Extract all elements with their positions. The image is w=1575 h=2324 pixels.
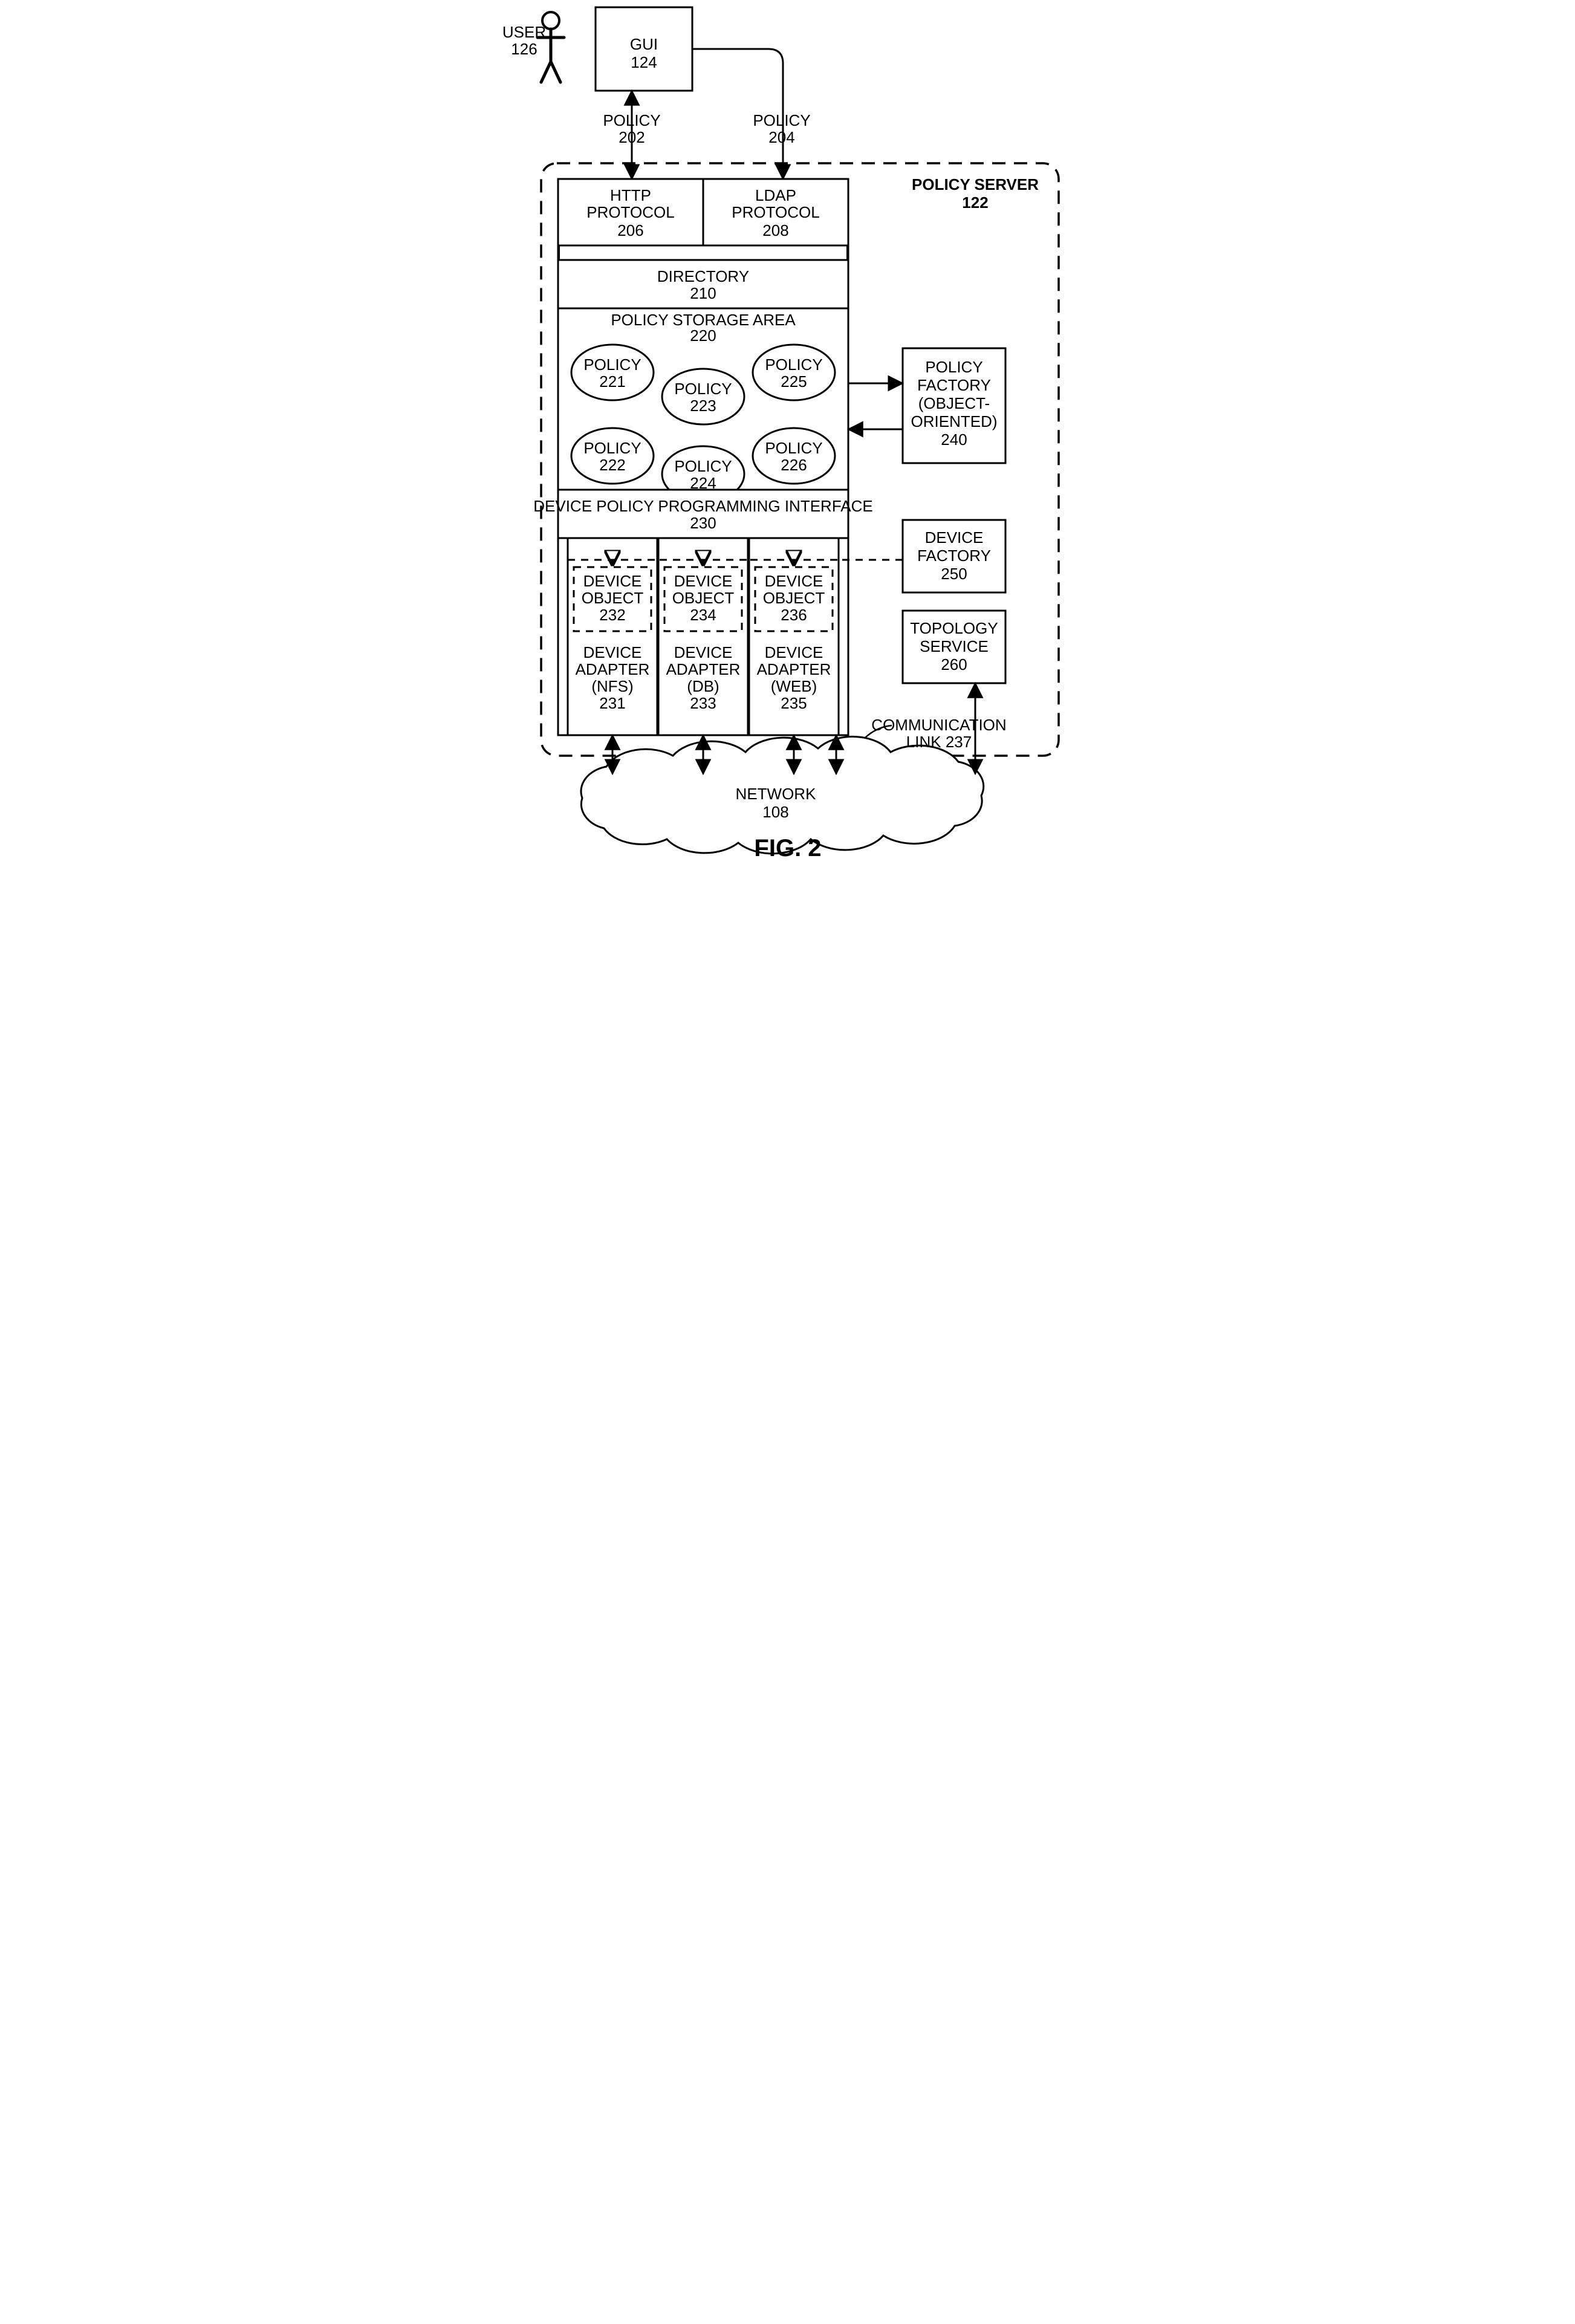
svg-text:POLICY: POLICY — [925, 358, 982, 376]
svg-text:LINK 237: LINK 237 — [906, 733, 971, 751]
svg-text:225: 225 — [781, 372, 807, 391]
svg-text:DEVICE: DEVICE — [764, 643, 823, 661]
svg-text:OBJECT: OBJECT — [581, 589, 643, 607]
svg-text:FIG. 2: FIG. 2 — [754, 835, 821, 862]
svg-text:260: 260 — [941, 655, 967, 674]
svg-text:233: 233 — [690, 694, 716, 712]
svg-text:(DB): (DB) — [687, 677, 719, 695]
svg-text:POLICY SERVER: POLICY SERVER — [912, 175, 1039, 193]
svg-text:TOPOLOGY: TOPOLOGY — [910, 619, 998, 637]
user-label: USER — [502, 23, 545, 41]
svg-text:OBJECT: OBJECT — [672, 589, 734, 607]
svg-text:208: 208 — [762, 221, 788, 239]
svg-text:DEVICE: DEVICE — [674, 643, 732, 661]
svg-text:DIRECTORY: DIRECTORY — [657, 267, 749, 285]
svg-text:POLICY: POLICY — [603, 111, 660, 129]
svg-text:LDAP: LDAP — [755, 186, 796, 204]
svg-text:126: 126 — [511, 40, 537, 58]
svg-text:DEVICE: DEVICE — [583, 572, 641, 590]
svg-text:PROTOCOL: PROTOCOL — [732, 203, 819, 221]
svg-text:OBJECT: OBJECT — [762, 589, 825, 607]
svg-text:ADAPTER: ADAPTER — [666, 660, 740, 678]
svg-text:COMMUNICATION: COMMUNICATION — [871, 716, 1006, 734]
svg-text:(OBJECT-: (OBJECT- — [918, 394, 989, 412]
svg-text:231: 231 — [599, 694, 625, 712]
svg-text:232: 232 — [599, 606, 625, 624]
svg-text:POLICY: POLICY — [674, 457, 732, 475]
svg-text:DEVICE POLICY PROGRAMMING INTE: DEVICE POLICY PROGRAMMING INTERFACE — [533, 497, 873, 515]
svg-text:GUI: GUI — [629, 35, 657, 53]
svg-text:POLICY: POLICY — [583, 439, 641, 457]
svg-text:226: 226 — [781, 456, 807, 474]
svg-text:223: 223 — [690, 397, 716, 415]
svg-text:POLICY: POLICY — [583, 355, 641, 374]
svg-text:210: 210 — [690, 284, 716, 302]
svg-text:108: 108 — [762, 803, 788, 821]
svg-text:204: 204 — [768, 128, 794, 146]
svg-text:(NFS): (NFS) — [591, 677, 633, 695]
svg-text:220: 220 — [690, 326, 716, 345]
svg-text:122: 122 — [962, 193, 988, 212]
svg-text:DEVICE: DEVICE — [583, 643, 641, 661]
svg-text:POLICY: POLICY — [765, 439, 822, 457]
svg-text:DEVICE: DEVICE — [924, 528, 983, 547]
svg-text:DEVICE: DEVICE — [764, 572, 823, 590]
svg-text:236: 236 — [781, 606, 807, 624]
svg-text:124: 124 — [631, 53, 657, 71]
svg-text:240: 240 — [941, 430, 967, 449]
svg-text:HTTP: HTTP — [610, 186, 651, 204]
svg-text:234: 234 — [690, 606, 716, 624]
svg-text:230: 230 — [690, 514, 716, 532]
svg-text:FACTORY: FACTORY — [917, 547, 991, 565]
svg-text:202: 202 — [619, 128, 645, 146]
svg-text:PROTOCOL: PROTOCOL — [586, 203, 674, 221]
svg-text:250: 250 — [941, 565, 967, 583]
svg-text:ADAPTER: ADAPTER — [575, 660, 649, 678]
svg-text:DEVICE: DEVICE — [674, 572, 732, 590]
svg-text:POLICY: POLICY — [674, 380, 732, 398]
svg-text:POLICY: POLICY — [753, 111, 810, 129]
svg-text:206: 206 — [617, 221, 643, 239]
svg-text:235: 235 — [781, 694, 807, 712]
svg-text:POLICY: POLICY — [765, 355, 822, 374]
svg-text:(WEB): (WEB) — [770, 677, 817, 695]
svg-text:NETWORK: NETWORK — [735, 785, 816, 803]
svg-text:222: 222 — [599, 456, 625, 474]
svg-text:ORIENTED): ORIENTED) — [911, 412, 997, 430]
svg-text:SERVICE: SERVICE — [920, 637, 989, 655]
svg-text:ADAPTER: ADAPTER — [756, 660, 831, 678]
svg-text:FACTORY: FACTORY — [917, 376, 991, 394]
svg-text:221: 221 — [599, 372, 625, 391]
